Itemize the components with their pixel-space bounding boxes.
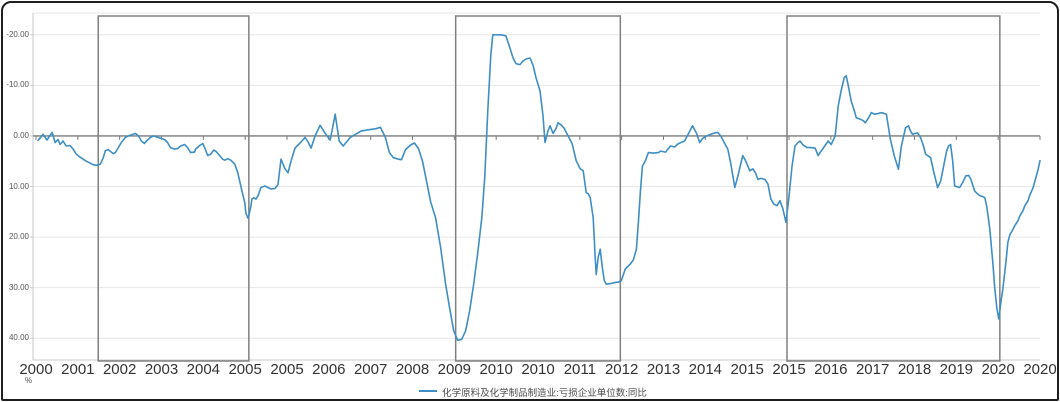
- legend-line-swatch: [419, 390, 438, 392]
- x-axis-tick-label: 2013: [646, 361, 681, 378]
- y-axis-tick-label: -20.00: [6, 29, 29, 39]
- x-axis-tick-label: 2005: [270, 361, 304, 378]
- x-axis-tick-label: 2018: [897, 361, 932, 378]
- x-axis-tick-label: 2004: [186, 361, 221, 378]
- x-axis-tick-label: 2002: [102, 361, 137, 378]
- x-axis-tick-label: 2010: [521, 361, 555, 378]
- x-axis-tick-label: 2016: [814, 361, 848, 378]
- x-axis-tick-label: 2007: [353, 361, 388, 378]
- x-axis-tick-label: 2019: [939, 361, 974, 378]
- y-axis-unit-label: %: [25, 376, 33, 385]
- x-axis-tick-label: 2009: [437, 361, 472, 378]
- y-axis-tick-label: 0.00: [13, 130, 29, 140]
- x-axis-tick-label: 2010: [479, 361, 513, 378]
- x-axis-tick-label: 2014: [688, 361, 723, 378]
- legend-series-label: 化学原料及化学制品制造业:亏损企业单位数:同比: [442, 388, 647, 399]
- x-axis-tick-label: 2011: [563, 361, 596, 378]
- highlight-box: [786, 15, 1001, 362]
- x-axis-tick-label: 2008: [395, 361, 430, 378]
- x-axis-tick-label: 2020: [981, 361, 1015, 378]
- legend: 化学原料及化学制品制造业:亏损企业单位数:同比: [3, 385, 1057, 399]
- x-axis-tick-label: 2015: [730, 361, 764, 378]
- x-axis-tick-label: 2005: [228, 361, 262, 378]
- x-axis-tick-label: 2000: [19, 361, 53, 378]
- highlight-box: [454, 15, 622, 362]
- x-axis-tick-label: 2015: [772, 361, 806, 378]
- series-line: [37, 34, 1041, 342]
- x-axis-tick-label: 2006: [312, 361, 346, 378]
- y-axis-tick-label: -10.00: [6, 80, 29, 90]
- x-axis-tick-label: 2017: [855, 361, 890, 378]
- y-axis-tick-label: 40.00: [8, 333, 29, 343]
- chart-plot-area[interactable]: [3, 3, 1059, 375]
- y-axis-tick-label: 10.00: [8, 181, 29, 191]
- x-axis-tick-label: 2020: [1023, 361, 1057, 378]
- y-axis-tick-label: 20.00: [8, 232, 29, 242]
- y-axis-tick-label: 30.00: [8, 282, 29, 292]
- x-axis-tick-label: 2003: [144, 361, 179, 378]
- x-axis-tick-label: 2001: [61, 361, 95, 378]
- x-axis-tick-label: 2012: [604, 361, 639, 378]
- highlight-box: [97, 15, 250, 362]
- x-axis-labels: 2000 2001 2002 2003 2004 2005 2005 2006 2007 2008…: [3, 361, 1057, 378]
